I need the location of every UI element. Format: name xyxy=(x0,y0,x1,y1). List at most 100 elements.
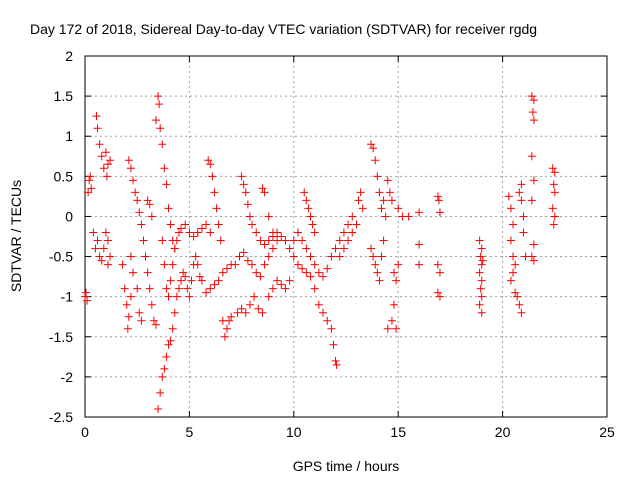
data-point xyxy=(383,176,392,185)
data-point xyxy=(129,176,138,185)
data-point xyxy=(122,300,131,309)
data-point xyxy=(509,268,518,277)
data-point xyxy=(529,116,538,125)
data-point xyxy=(433,288,442,297)
data-point xyxy=(415,260,424,269)
data-point xyxy=(126,164,135,173)
data-point xyxy=(268,228,277,237)
data-point xyxy=(160,260,169,269)
data-point xyxy=(327,252,336,261)
data-point xyxy=(433,260,442,269)
data-point xyxy=(260,188,269,197)
data-point xyxy=(160,364,169,373)
data-point xyxy=(331,244,340,253)
data-point xyxy=(550,212,559,221)
data-point xyxy=(476,284,485,293)
data-point xyxy=(335,252,344,261)
data-point xyxy=(103,260,112,269)
data-point xyxy=(373,268,382,277)
data-point xyxy=(237,172,246,181)
data-point xyxy=(248,260,257,269)
data-point xyxy=(103,160,112,169)
data-point xyxy=(126,252,135,261)
data-point xyxy=(222,264,231,273)
data-point xyxy=(126,292,135,301)
data-point xyxy=(302,196,311,205)
data-point xyxy=(289,252,298,261)
data-point xyxy=(264,212,273,221)
data-point xyxy=(135,308,144,317)
data-point xyxy=(141,252,150,261)
data-point xyxy=(281,284,290,293)
data-point xyxy=(323,316,332,325)
data-point xyxy=(509,252,518,261)
data-point xyxy=(310,228,319,237)
data-point xyxy=(137,220,146,229)
data-point xyxy=(220,332,229,341)
data-point xyxy=(89,228,98,237)
data-point xyxy=(137,316,146,325)
data-point xyxy=(549,180,558,189)
data-point xyxy=(160,164,169,173)
data-point xyxy=(332,360,341,369)
data-point xyxy=(248,220,257,229)
data-point xyxy=(517,196,526,205)
data-point xyxy=(99,244,108,253)
data-point xyxy=(149,316,158,325)
data-point xyxy=(164,204,173,213)
data-point xyxy=(254,304,263,313)
data-point xyxy=(300,188,309,197)
data-point xyxy=(260,240,269,249)
data-point xyxy=(133,196,142,205)
data-point xyxy=(233,308,242,317)
x-tick-label: 15 xyxy=(390,424,406,440)
data-point xyxy=(302,244,311,253)
data-point xyxy=(264,236,273,245)
data-point xyxy=(95,140,104,149)
data-point xyxy=(183,284,192,293)
data-point xyxy=(106,156,115,165)
data-point xyxy=(475,268,484,277)
x-tick-label: 0 xyxy=(81,424,89,440)
data-point xyxy=(477,260,486,269)
data-point xyxy=(197,224,206,233)
data-point xyxy=(383,324,392,333)
data-point xyxy=(245,300,254,309)
data-point xyxy=(390,300,399,309)
data-point xyxy=(527,152,536,161)
data-point xyxy=(281,236,290,245)
data-point xyxy=(377,252,386,261)
data-point xyxy=(172,292,181,301)
data-point xyxy=(381,212,390,221)
data-point xyxy=(81,292,89,301)
data-point xyxy=(206,160,215,169)
data-point xyxy=(513,292,522,301)
data-point xyxy=(379,196,388,205)
data-point xyxy=(210,188,219,197)
data-point xyxy=(314,300,323,309)
data-point xyxy=(298,236,307,245)
data-point xyxy=(210,280,219,289)
data-point xyxy=(95,252,104,261)
data-point xyxy=(404,212,413,221)
data-point xyxy=(239,248,248,257)
data-point xyxy=(310,260,319,269)
data-point xyxy=(93,236,102,245)
data-point xyxy=(478,256,487,265)
data-point xyxy=(106,252,115,261)
y-tick-label: 1.5 xyxy=(54,88,74,104)
data-point xyxy=(99,164,108,173)
data-point xyxy=(289,236,298,245)
data-point xyxy=(369,252,378,261)
data-point xyxy=(314,268,323,277)
data-point xyxy=(202,220,211,229)
y-tick-label: 2 xyxy=(65,48,73,64)
data-point xyxy=(550,168,559,177)
data-point xyxy=(371,260,380,269)
data-point xyxy=(477,276,486,285)
data-point xyxy=(348,212,357,221)
y-tick-label: 0.5 xyxy=(54,168,74,184)
data-point xyxy=(243,256,252,265)
data-point xyxy=(327,324,336,333)
